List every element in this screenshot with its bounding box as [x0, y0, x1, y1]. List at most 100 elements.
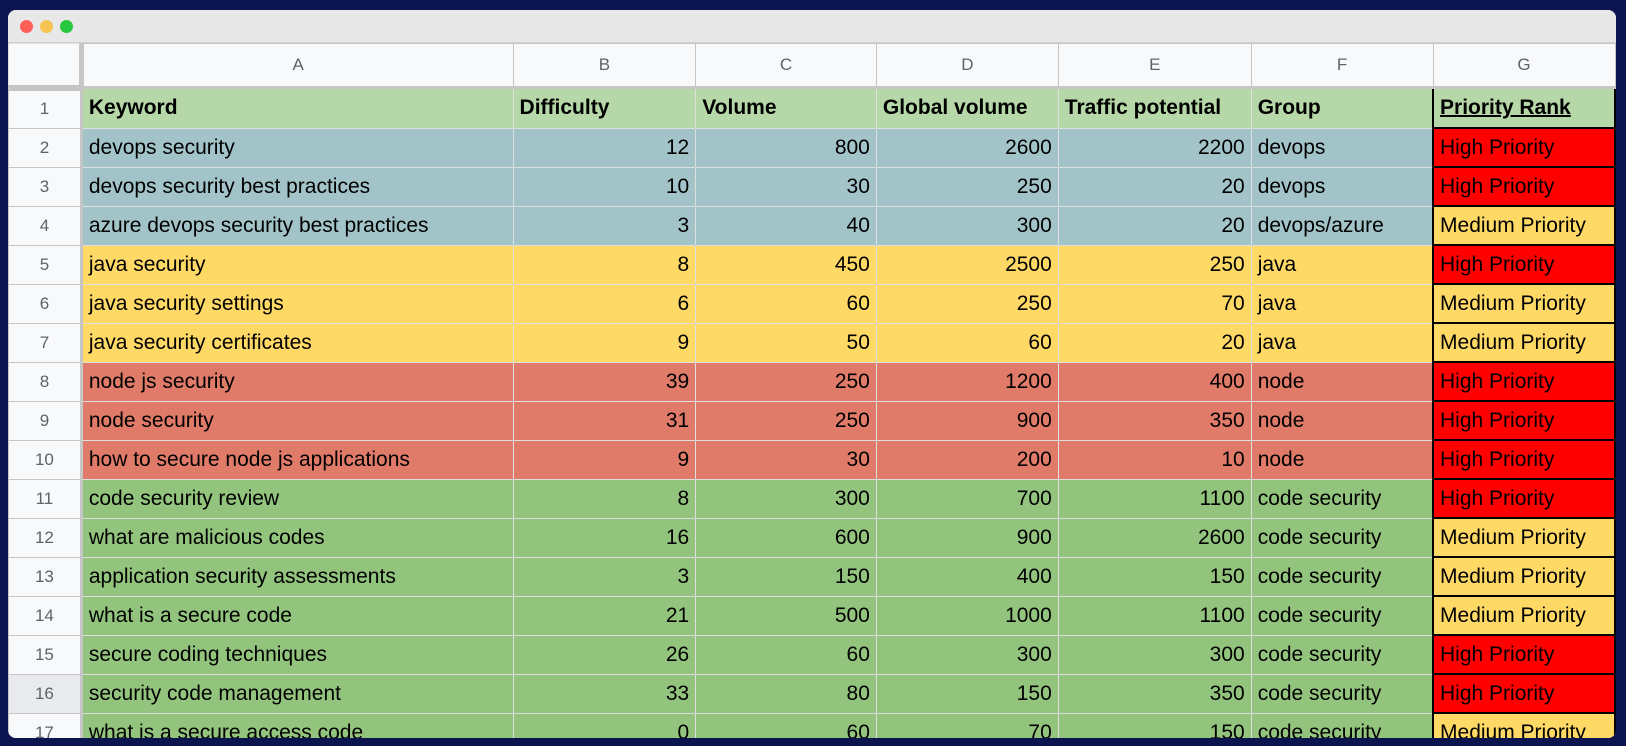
- cell-traffic-potential[interactable]: 20: [1057, 166, 1252, 207]
- cell-global-volume[interactable]: 700: [875, 478, 1059, 519]
- row-number[interactable]: 1: [8, 87, 83, 129]
- cell-keyword[interactable]: how to secure node js applications: [80, 439, 514, 480]
- cell-group[interactable]: code security: [1250, 595, 1434, 636]
- cell-keyword[interactable]: azure devops security best practices: [80, 205, 514, 246]
- cell-difficulty[interactable]: 26: [512, 634, 697, 675]
- row-number[interactable]: 10: [8, 439, 83, 480]
- cell-difficulty[interactable]: 9: [512, 439, 697, 480]
- cell-keyword[interactable]: java security settings: [80, 283, 514, 324]
- cell-volume[interactable]: 300: [695, 478, 877, 519]
- cell-volume[interactable]: 60: [695, 283, 877, 324]
- cell-traffic-potential[interactable]: 10: [1057, 439, 1252, 480]
- cell-keyword[interactable]: what is a secure access code: [80, 712, 514, 738]
- cell-volume[interactable]: 500: [695, 595, 877, 636]
- cell-global-volume[interactable]: 150: [875, 673, 1059, 714]
- cell-global-volume[interactable]: 200: [875, 439, 1059, 480]
- cell-difficulty[interactable]: 0: [512, 712, 697, 738]
- cell-group[interactable]: code security: [1250, 634, 1434, 675]
- cell-volume[interactable]: 80: [695, 673, 877, 714]
- cell-keyword[interactable]: security code management: [80, 673, 514, 714]
- cell-global-volume[interactable]: 2500: [875, 244, 1059, 285]
- cell-priority[interactable]: Medium Priority: [1432, 322, 1616, 363]
- row-number[interactable]: 13: [8, 556, 83, 597]
- cell-priority[interactable]: High Priority: [1432, 244, 1616, 285]
- column-header-e[interactable]: E: [1057, 43, 1252, 89]
- cell-group[interactable]: java: [1250, 322, 1434, 363]
- cell-volume[interactable]: 60: [695, 712, 877, 738]
- cell-keyword[interactable]: application security assessments: [80, 556, 514, 597]
- cell-priority[interactable]: High Priority: [1432, 127, 1616, 168]
- row-number[interactable]: 15: [8, 634, 83, 675]
- cell-volume[interactable]: 40: [695, 205, 877, 246]
- cell-priority[interactable]: High Priority: [1432, 439, 1616, 480]
- cell-keyword[interactable]: devops security best practices: [80, 166, 514, 207]
- cell-global-volume[interactable]: 60: [875, 322, 1059, 363]
- cell-priority[interactable]: High Priority: [1432, 673, 1616, 714]
- select-all-corner[interactable]: [8, 43, 84, 91]
- cell-global-volume[interactable]: 400: [875, 556, 1059, 597]
- cell-group[interactable]: code security: [1250, 673, 1434, 714]
- cell-global-volume[interactable]: 900: [875, 400, 1059, 441]
- cell-volume[interactable]: 800: [695, 127, 877, 168]
- row-number[interactable]: 17: [8, 712, 83, 738]
- cell-keyword-header[interactable]: Keyword: [80, 87, 514, 129]
- cell-volume[interactable]: 50: [695, 322, 877, 363]
- cell-priority[interactable]: Medium Priority: [1432, 283, 1616, 324]
- cell-keyword[interactable]: java security certificates: [80, 322, 514, 363]
- cell-difficulty[interactable]: 10: [512, 166, 697, 207]
- cell-global-volume-header[interactable]: Global volume: [875, 87, 1059, 129]
- cell-priority[interactable]: High Priority: [1432, 478, 1616, 519]
- cell-group[interactable]: node: [1250, 439, 1434, 480]
- cell-group[interactable]: code security: [1250, 712, 1434, 738]
- cell-group[interactable]: devops: [1250, 127, 1434, 168]
- cell-priority[interactable]: Medium Priority: [1432, 205, 1616, 246]
- row-number[interactable]: 9: [8, 400, 83, 441]
- cell-keyword[interactable]: java security: [80, 244, 514, 285]
- row-number[interactable]: 2: [8, 127, 83, 168]
- cell-group[interactable]: code security: [1250, 556, 1434, 597]
- cell-keyword[interactable]: secure coding techniques: [80, 634, 514, 675]
- cell-global-volume[interactable]: 300: [875, 634, 1059, 675]
- cell-difficulty[interactable]: 16: [512, 517, 697, 558]
- cell-volume[interactable]: 250: [695, 361, 877, 402]
- column-header-c[interactable]: C: [695, 43, 877, 89]
- cell-traffic-potential[interactable]: 400: [1057, 361, 1252, 402]
- cell-difficulty[interactable]: 31: [512, 400, 697, 441]
- column-header-d[interactable]: D: [875, 43, 1059, 89]
- cell-global-volume[interactable]: 250: [875, 283, 1059, 324]
- cell-group[interactable]: node: [1250, 361, 1434, 402]
- cell-group-header[interactable]: Group: [1250, 87, 1434, 129]
- row-number[interactable]: 11: [8, 478, 83, 519]
- cell-difficulty-header[interactable]: Difficulty: [512, 87, 697, 129]
- cell-group[interactable]: node: [1250, 400, 1434, 441]
- cell-traffic-potential[interactable]: 350: [1057, 400, 1252, 441]
- row-number[interactable]: 4: [8, 205, 83, 246]
- cell-group[interactable]: java: [1250, 283, 1434, 324]
- cell-keyword[interactable]: node security: [80, 400, 514, 441]
- cell-priority[interactable]: High Priority: [1432, 361, 1616, 402]
- row-number[interactable]: 12: [8, 517, 83, 558]
- cell-keyword[interactable]: node js security: [80, 361, 514, 402]
- cell-volume[interactable]: 60: [695, 634, 877, 675]
- cell-group[interactable]: devops/azure: [1250, 205, 1434, 246]
- cell-global-volume[interactable]: 1200: [875, 361, 1059, 402]
- cell-difficulty[interactable]: 3: [512, 556, 697, 597]
- cell-volume[interactable]: 250: [695, 400, 877, 441]
- cell-traffic-potential[interactable]: 2200: [1057, 127, 1252, 168]
- row-number[interactable]: 8: [8, 361, 83, 402]
- cell-priority[interactable]: High Priority: [1432, 634, 1616, 675]
- cell-traffic-potential[interactable]: 1100: [1057, 595, 1252, 636]
- row-number[interactable]: 5: [8, 244, 83, 285]
- column-header-f[interactable]: F: [1250, 43, 1434, 89]
- cell-priority[interactable]: Medium Priority: [1432, 595, 1616, 636]
- cell-volume[interactable]: 450: [695, 244, 877, 285]
- cell-global-volume[interactable]: 70: [875, 712, 1059, 738]
- cell-traffic-potential[interactable]: 150: [1057, 712, 1252, 738]
- cell-traffic-potential[interactable]: 350: [1057, 673, 1252, 714]
- cell-traffic-potential[interactable]: 300: [1057, 634, 1252, 675]
- cell-global-volume[interactable]: 300: [875, 205, 1059, 246]
- cell-traffic-potential[interactable]: 20: [1057, 205, 1252, 246]
- cell-difficulty[interactable]: 6: [512, 283, 697, 324]
- cell-global-volume[interactable]: 1000: [875, 595, 1059, 636]
- row-number[interactable]: 6: [8, 283, 83, 324]
